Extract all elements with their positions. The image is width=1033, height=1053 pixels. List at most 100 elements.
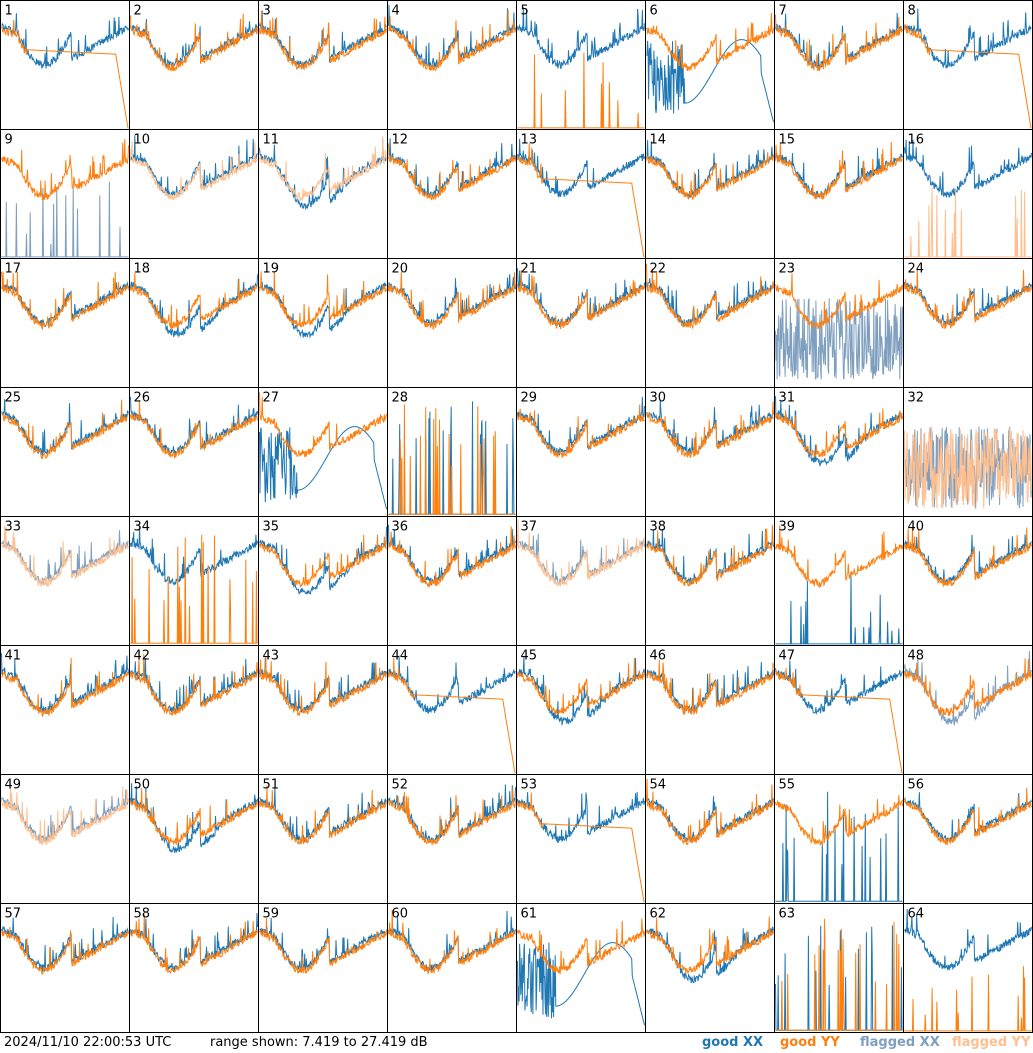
panel-label: 38: [650, 520, 667, 535]
series-yy-good: [259, 785, 387, 845]
panel-22: 22: [645, 258, 775, 388]
panel-54: 54: [645, 774, 775, 904]
panel-frame: [0, 774, 130, 904]
series-yy-good: [259, 657, 387, 716]
panel-label: 27: [263, 391, 280, 406]
series-yy-good: [775, 408, 903, 458]
panel-29: 29: [516, 387, 646, 517]
panel-label: 44: [392, 649, 409, 664]
panel-59: 59: [258, 903, 388, 1033]
series-yy-good: [130, 914, 258, 975]
panel-frame: [774, 645, 904, 775]
panel-label: 11: [263, 133, 280, 148]
panel-55: 55: [774, 774, 904, 904]
panel-label: 24: [908, 262, 925, 277]
panel-frame: [903, 129, 1033, 259]
panel-label: 30: [650, 391, 667, 406]
panel-frame: [258, 258, 388, 388]
series-xx-good: [646, 39, 774, 123]
panel-label: 18: [134, 262, 151, 277]
panel-61: 61: [516, 903, 646, 1033]
panel-frame: [516, 903, 646, 1033]
panel-49: 49: [0, 774, 130, 904]
panel-43: 43: [258, 645, 388, 775]
series-yy-good: [1, 657, 129, 718]
series-yy-good: [775, 918, 903, 1031]
panel-frame: [129, 516, 259, 646]
panel-8: 8: [903, 0, 1033, 130]
panel-33: 33: [0, 516, 130, 646]
panel-label: 6: [650, 4, 658, 19]
panel-62: 62: [645, 903, 775, 1033]
panel-label: 13: [521, 133, 538, 148]
series-yy-flagged: [1, 786, 129, 846]
series-yy-good: [904, 966, 1032, 1032]
panel-45: 45: [516, 645, 646, 775]
panel-frame: [258, 129, 388, 259]
panel-frame: [774, 387, 904, 517]
panel-frame: [258, 903, 388, 1033]
panel-30: 30: [645, 387, 775, 517]
panel-35: 35: [258, 516, 388, 646]
series-yy-good: [517, 404, 645, 459]
series-yy-good: [1, 399, 129, 460]
panel-50: 50: [129, 774, 259, 904]
range-text: range shown: 7.419 to 27.419 dB: [210, 1035, 428, 1050]
panel-label: 35: [263, 520, 280, 535]
panel-1: 1: [0, 0, 130, 130]
series-xx-good: [775, 791, 903, 902]
legend-good-xx: good XX: [702, 1035, 764, 1050]
panel-label: 34: [134, 520, 151, 535]
panel-21: 21: [516, 258, 646, 388]
series-yy-good: [646, 916, 774, 974]
panel-frame: [903, 0, 1033, 130]
panel-14: 14: [645, 129, 775, 259]
panel-frame: [387, 258, 517, 388]
panel-label: 21: [521, 262, 538, 277]
legend-flagged-yy: flagged YY: [952, 1035, 1031, 1050]
series-xx-flagged: [775, 298, 903, 380]
series-yy-good: [388, 271, 516, 331]
series-yy-good: [388, 526, 516, 588]
series-yy-good: [1, 138, 129, 201]
panel-label: 7: [779, 4, 787, 19]
series-yy-good: [130, 400, 258, 459]
panel-frame: [516, 645, 646, 775]
series-yy-good: [259, 392, 387, 458]
panel-label: 58: [134, 907, 151, 922]
panel-5: 5: [516, 0, 646, 130]
panel-label: 26: [134, 391, 151, 406]
panel-frame: [903, 903, 1033, 1033]
panel-label: 54: [650, 778, 667, 793]
panel-frame: [129, 258, 259, 388]
series-yy-good: [646, 524, 774, 587]
panel-frame: [645, 774, 775, 904]
panel-label: 20: [392, 262, 409, 277]
panel-label: 53: [521, 778, 538, 793]
panel-31: 31: [774, 387, 904, 517]
series-xx-good: [775, 571, 903, 645]
panel-20: 20: [387, 258, 517, 388]
series-xx-good: [517, 138, 645, 198]
panel-label: 9: [5, 133, 13, 148]
panel-frame: [516, 0, 646, 130]
series-yy-good: [646, 401, 774, 459]
panel-frame: [903, 258, 1033, 388]
series-yy-good: [130, 653, 258, 717]
series-yy-good: [904, 269, 1032, 330]
panel-64: 64: [903, 903, 1033, 1033]
panel-frame: [516, 129, 646, 259]
series-yy-good: [775, 525, 903, 589]
panel-60: 60: [387, 903, 517, 1033]
panel-26: 26: [129, 387, 259, 517]
panel-frame: [645, 129, 775, 259]
timestamp: 2024/11/10 22:00:53 UTC: [4, 1035, 172, 1050]
panel-label: 52: [392, 778, 409, 793]
series-xx-flagged: [1, 181, 129, 258]
panel-frame: [516, 516, 646, 646]
panel-label: 32: [908, 391, 925, 406]
series-yy-good: [646, 12, 774, 72]
panel-label: 51: [263, 778, 280, 793]
panel-frame: [0, 516, 130, 646]
series-yy-good: [775, 668, 903, 774]
